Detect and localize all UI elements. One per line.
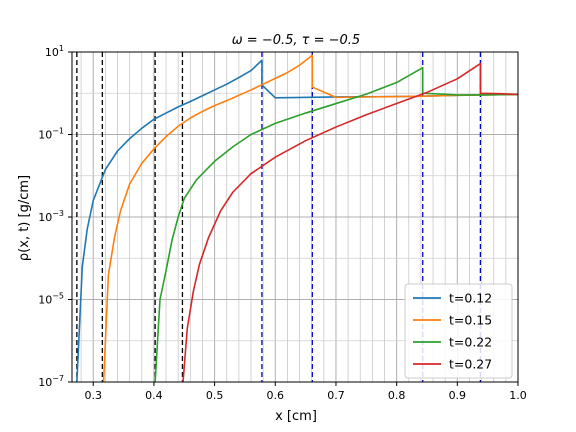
x-tick-label: 1.0 [509, 389, 527, 402]
x-tick-label: 0.5 [206, 389, 224, 402]
x-tick-label: 0.7 [327, 389, 345, 402]
y-tick-label: 10−3 [38, 209, 64, 224]
y-axis-label: ρ(x, t) [g/cm] [17, 175, 32, 261]
x-tick-label: 0.8 [388, 389, 406, 402]
tick-layer: 0.3 0.4 0.5 0.6 0.7 0.8 0.9 1.0 101 10−1 10−3 10−5 1… [38, 44, 527, 402]
legend-label: t=0.12 [449, 291, 492, 306]
x-tick-label: 0.4 [145, 389, 163, 402]
y-tick-label: 10−1 [38, 127, 64, 142]
x-tick-label: 0.6 [267, 389, 285, 402]
x-tick-label: 0.3 [84, 389, 102, 402]
legend-box [404, 283, 513, 379]
series-line-t-0-27 [182, 62, 518, 382]
series-line-t-0-15 [102, 54, 518, 382]
series-line-t-0-22 [154, 66, 518, 382]
y-tick-label: 10−7 [38, 374, 64, 389]
x-tick-label: 0.9 [449, 389, 467, 402]
y-tick-label: 101 [45, 44, 64, 59]
x-axis-label: x [cm] [275, 409, 317, 424]
legend: t=0.12 t=0.15 t=0.22 t=0.27 [404, 283, 513, 379]
legend-label: t=0.22 [449, 335, 492, 350]
series-layer [76, 54, 518, 382]
legend-label: t=0.15 [449, 313, 492, 328]
legend-label: t=0.27 [449, 357, 492, 372]
chart-title: ω = −0.5, τ = −0.5 [232, 33, 360, 48]
y-tick-label: 10−5 [38, 292, 64, 307]
